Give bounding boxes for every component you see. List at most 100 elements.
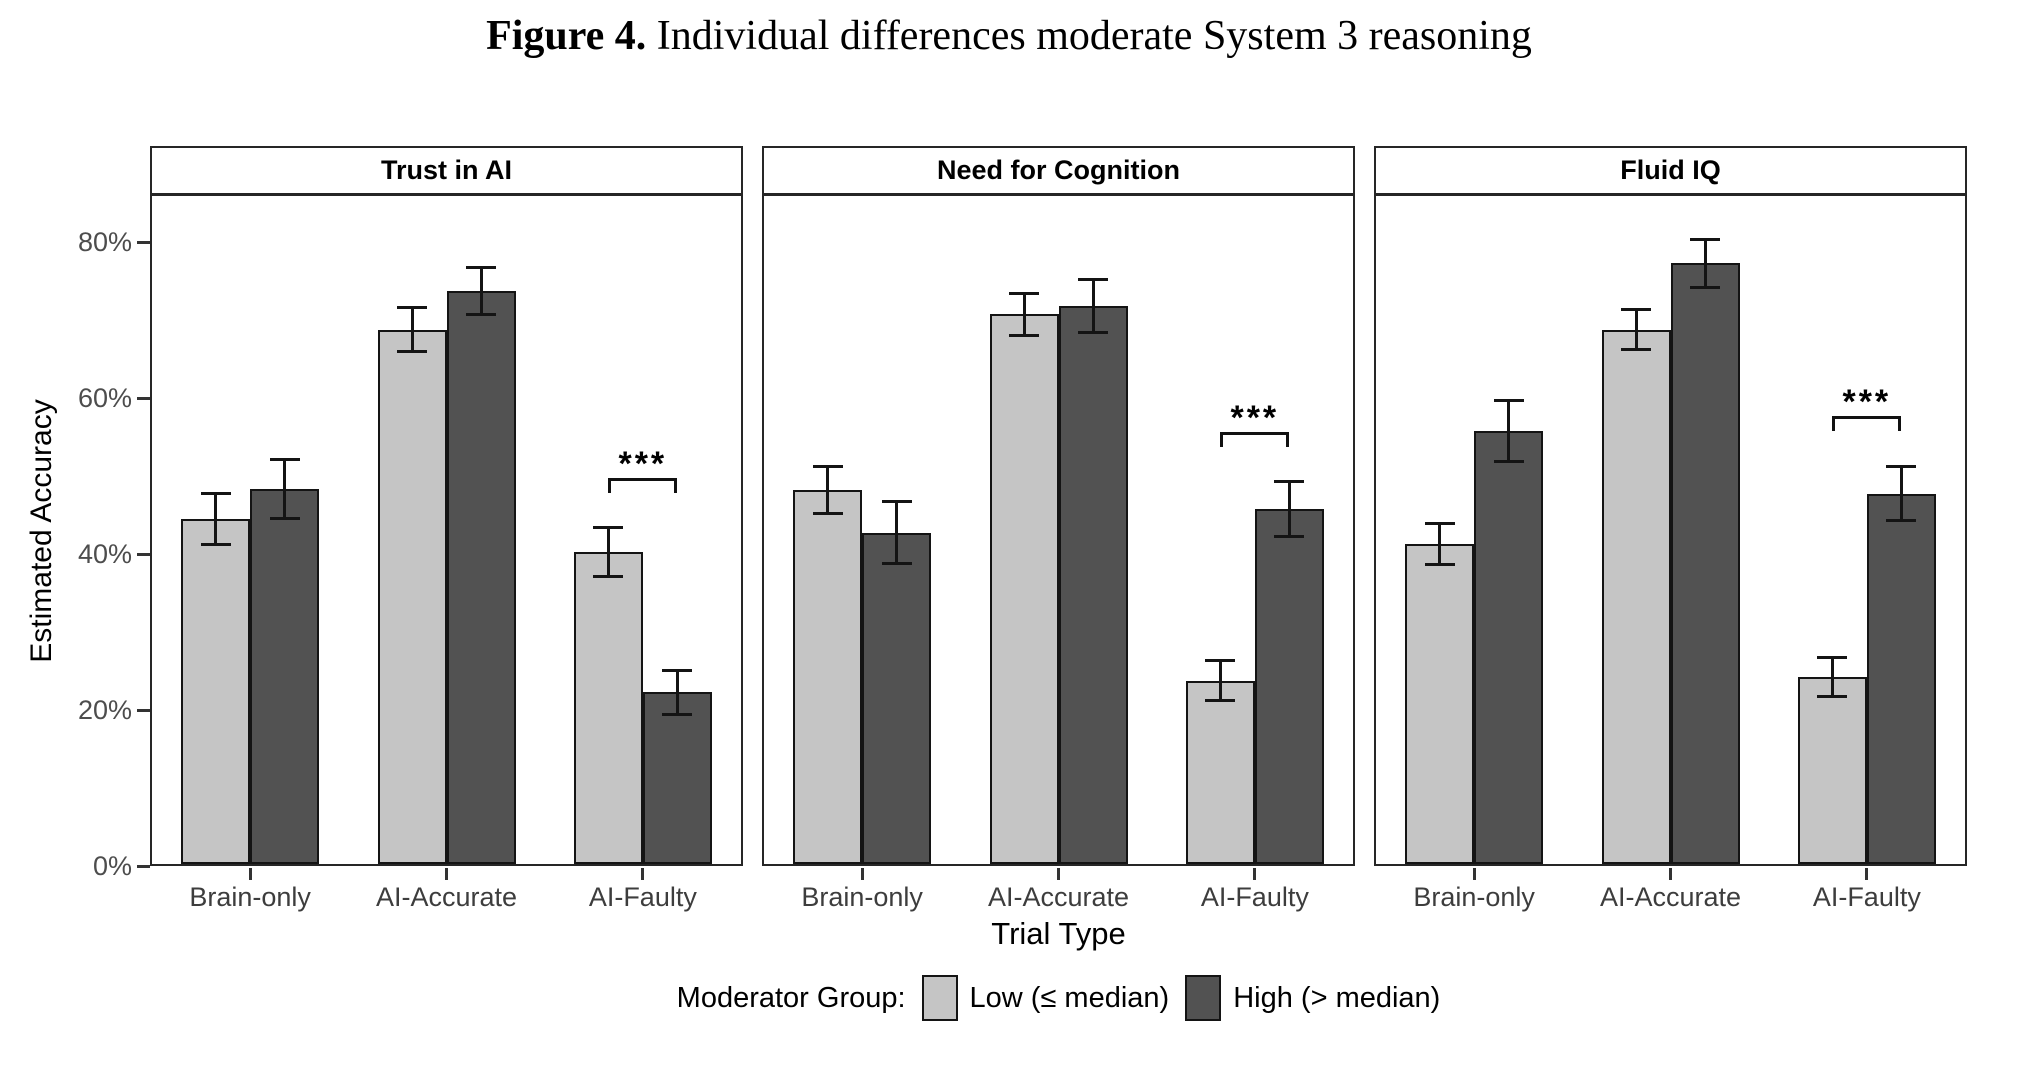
error-bar-cap-bottom [1621,348,1651,352]
error-bar-cap-top [812,464,843,468]
error-bar-cap-bottom [593,575,624,579]
bar-low [1601,329,1671,864]
error-bar-cap-bottom [1690,286,1720,290]
error-bar-line [1507,400,1511,462]
x-axis-title: Trial Type [991,916,1126,951]
y-tick-label: 20% [77,695,132,725]
bar-high [446,290,516,864]
error-bar-cap-top [662,669,693,673]
bar-low [1405,544,1475,864]
x-tick-label: Brain-only [1413,882,1535,912]
error-bar-line [283,459,287,519]
bar-high [1058,306,1128,864]
x-tick-mark [1253,868,1257,880]
error-bar-cap-bottom [1424,562,1455,566]
error-bar-cap-top [1205,658,1236,662]
figure-title-prefix: Figure 4. [486,13,647,59]
facet-panels: Trust in AI *** Need for Cognition *** Fluid… [150,146,1967,866]
x-tick-label: AI-Faulty [588,882,697,912]
legend-item-label: High (> median) [1233,981,1441,1014]
error-bar-cap-top [1817,655,1848,659]
bar-high [862,532,932,864]
x-tick-label: AI-Accurate [375,882,518,912]
y-tick-mark [137,396,150,400]
error-bar-line [410,307,414,352]
error-bar-cap-bottom [466,312,496,316]
error-bar-cap-top [593,525,624,529]
x-tick-mark [445,868,448,880]
legend: Moderator Group: Low (≤ median) High (> m… [150,970,1967,1026]
legend-item: Low (≤ median) [921,975,1170,1021]
error-bar-line [1703,239,1707,288]
bar-high [250,488,320,864]
y-tick-label: 0% [92,851,132,881]
error-bar-line [1091,279,1095,333]
facet-panel-plot-area: *** [150,196,743,866]
error-bar-cap-top [1424,522,1455,526]
bar-high [1474,431,1544,864]
bar-low [181,519,251,864]
error-bar-cap-top [1690,237,1720,241]
error-bar-cap-bottom [812,511,843,515]
bar-low [1797,676,1867,864]
error-bar-cap-bottom [1205,699,1236,703]
significance-stars: *** [1230,398,1280,437]
error-bar-cap-top [1493,399,1524,403]
x-tick-mark [860,868,864,880]
legend-item-label: Low (≤ median) [969,981,1170,1014]
x-tick-label: AI-Faulty [1200,882,1309,912]
error-bar-cap-bottom [1274,534,1305,538]
x-tick-mark [641,868,645,880]
legend-swatch-high [1185,975,1222,1021]
legend-swatch-low [921,975,958,1021]
y-tick-mark [137,240,150,244]
error-bar-line [1022,293,1026,336]
error-bar-line [1218,660,1222,701]
error-bar-line [1634,309,1638,350]
error-bar-cap-top [1621,307,1651,311]
significance-stars: *** [1842,383,1892,422]
error-bar-cap-top [200,492,231,495]
error-bar-line [479,267,483,315]
facet-panel-plot-area: *** [1374,196,1967,866]
error-bar-cap-top [881,499,912,503]
bar-low [377,329,447,864]
x-tick-label: AI-Faulty [1812,882,1921,912]
legend-title: Moderator Group: [676,981,906,1014]
x-tick-label: AI-Accurate [1599,882,1742,912]
error-bar-cap-bottom [1009,333,1039,337]
bar-low [793,489,863,864]
bar-low [989,314,1059,864]
error-bar-line [826,466,830,513]
error-bar-line [895,501,899,564]
x-tick-mark [1057,868,1060,880]
error-bar-cap-bottom [1493,460,1524,464]
significance-bracket [608,477,678,493]
bar-high [1670,263,1740,864]
x-tick-label: AI-Accurate [987,882,1130,912]
bar-high [1254,509,1324,864]
facet-panel-title: Trust in AI [150,146,743,196]
error-bar-line [1899,467,1903,521]
x-tick-mark [248,868,252,880]
error-bar-cap-bottom [200,543,231,547]
bar-high [642,692,712,864]
significance-stars: *** [618,444,668,483]
bar-low [573,552,643,864]
error-bar-cap-top [466,265,496,269]
legend-item: High (> median) [1185,975,1440,1021]
error-bar-cap-bottom [1078,331,1108,335]
error-bar-cap-top [1009,291,1039,295]
error-bar-cap-top [1078,278,1108,282]
error-bar-cap-bottom [662,712,693,716]
figure-title: Figure 4. Individual differences moderat… [0,12,2018,60]
figure-title-text: Individual differences moderate System 3… [646,13,1532,59]
error-bar-line [1830,657,1834,697]
bar-low [1185,680,1255,864]
significance-bracket [1832,416,1902,432]
x-tick-mark [1865,868,1869,880]
y-tick-mark [137,864,150,868]
significance-bracket [1220,431,1290,447]
error-bar-line [1287,481,1291,537]
